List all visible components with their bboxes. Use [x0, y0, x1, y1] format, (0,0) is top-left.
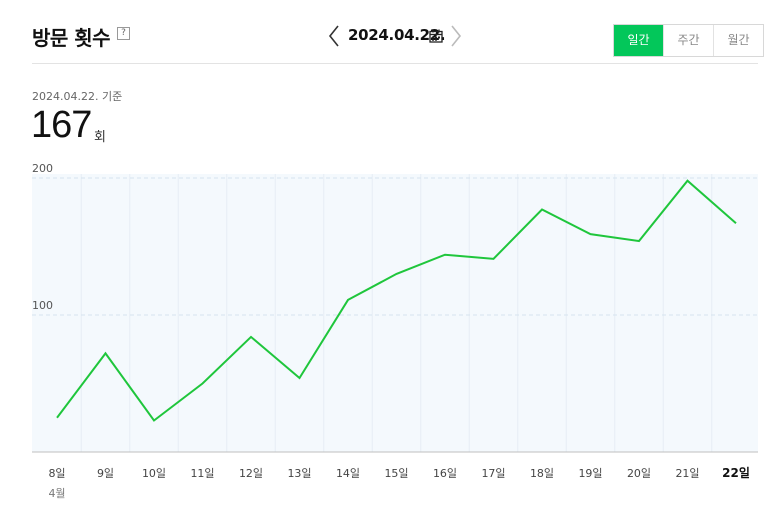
x-tick-label: 12일 [239, 466, 263, 480]
current-date: 2024.04.22. [348, 26, 446, 44]
tab-monthly[interactable]: 월간 [713, 25, 763, 56]
x-tick-label: 9일 [97, 466, 114, 480]
visit-count-value: 167 [31, 104, 92, 146]
x-tick-label: 20일 [627, 466, 651, 480]
x-tick-label: 15일 [384, 466, 408, 480]
visits-series-line [56, 179, 737, 422]
x-tick-label: 19일 [578, 466, 602, 480]
x-tick-label: 21일 [675, 466, 699, 480]
basis-date: 2024.04.22. 기준 [32, 90, 123, 103]
x-tick-label: 18일 [530, 466, 554, 480]
x-tick-label: 22일 [722, 466, 750, 480]
x-tick-label: 13일 [287, 466, 311, 480]
header-divider [32, 63, 758, 64]
x-tick-label: 11일 [190, 466, 214, 480]
tab-daily[interactable]: 일간 [614, 25, 663, 56]
chevron-right-icon[interactable] [446, 22, 464, 50]
y-tick-label: 100 [32, 299, 53, 312]
period-tabs: 일간 주간 월간 [613, 24, 764, 57]
visit-count-unit: 회 [94, 130, 106, 145]
x-tick-sublabel: 4월 [48, 487, 65, 500]
x-tick-label: 16일 [433, 466, 457, 480]
x-tick-label: 8일 [48, 466, 65, 480]
visits-line-chart: 100 200 8일 9일 10일 11일 12일 13일 14일 15일 16일 17일 18일 19일… [32, 162, 758, 500]
chevron-left-icon[interactable] [326, 22, 344, 50]
x-tick-label: 14일 [336, 466, 360, 480]
calendar-icon[interactable] [429, 28, 443, 47]
x-tick-label: 17일 [481, 466, 505, 480]
help-icon[interactable]: ? [117, 27, 130, 40]
plot-area [32, 174, 758, 452]
tab-weekly[interactable]: 주간 [663, 25, 713, 56]
page-title: 방문 횟수 [32, 26, 111, 50]
y-tick-label: 200 [32, 162, 53, 175]
x-tick-label: 10일 [142, 466, 166, 480]
